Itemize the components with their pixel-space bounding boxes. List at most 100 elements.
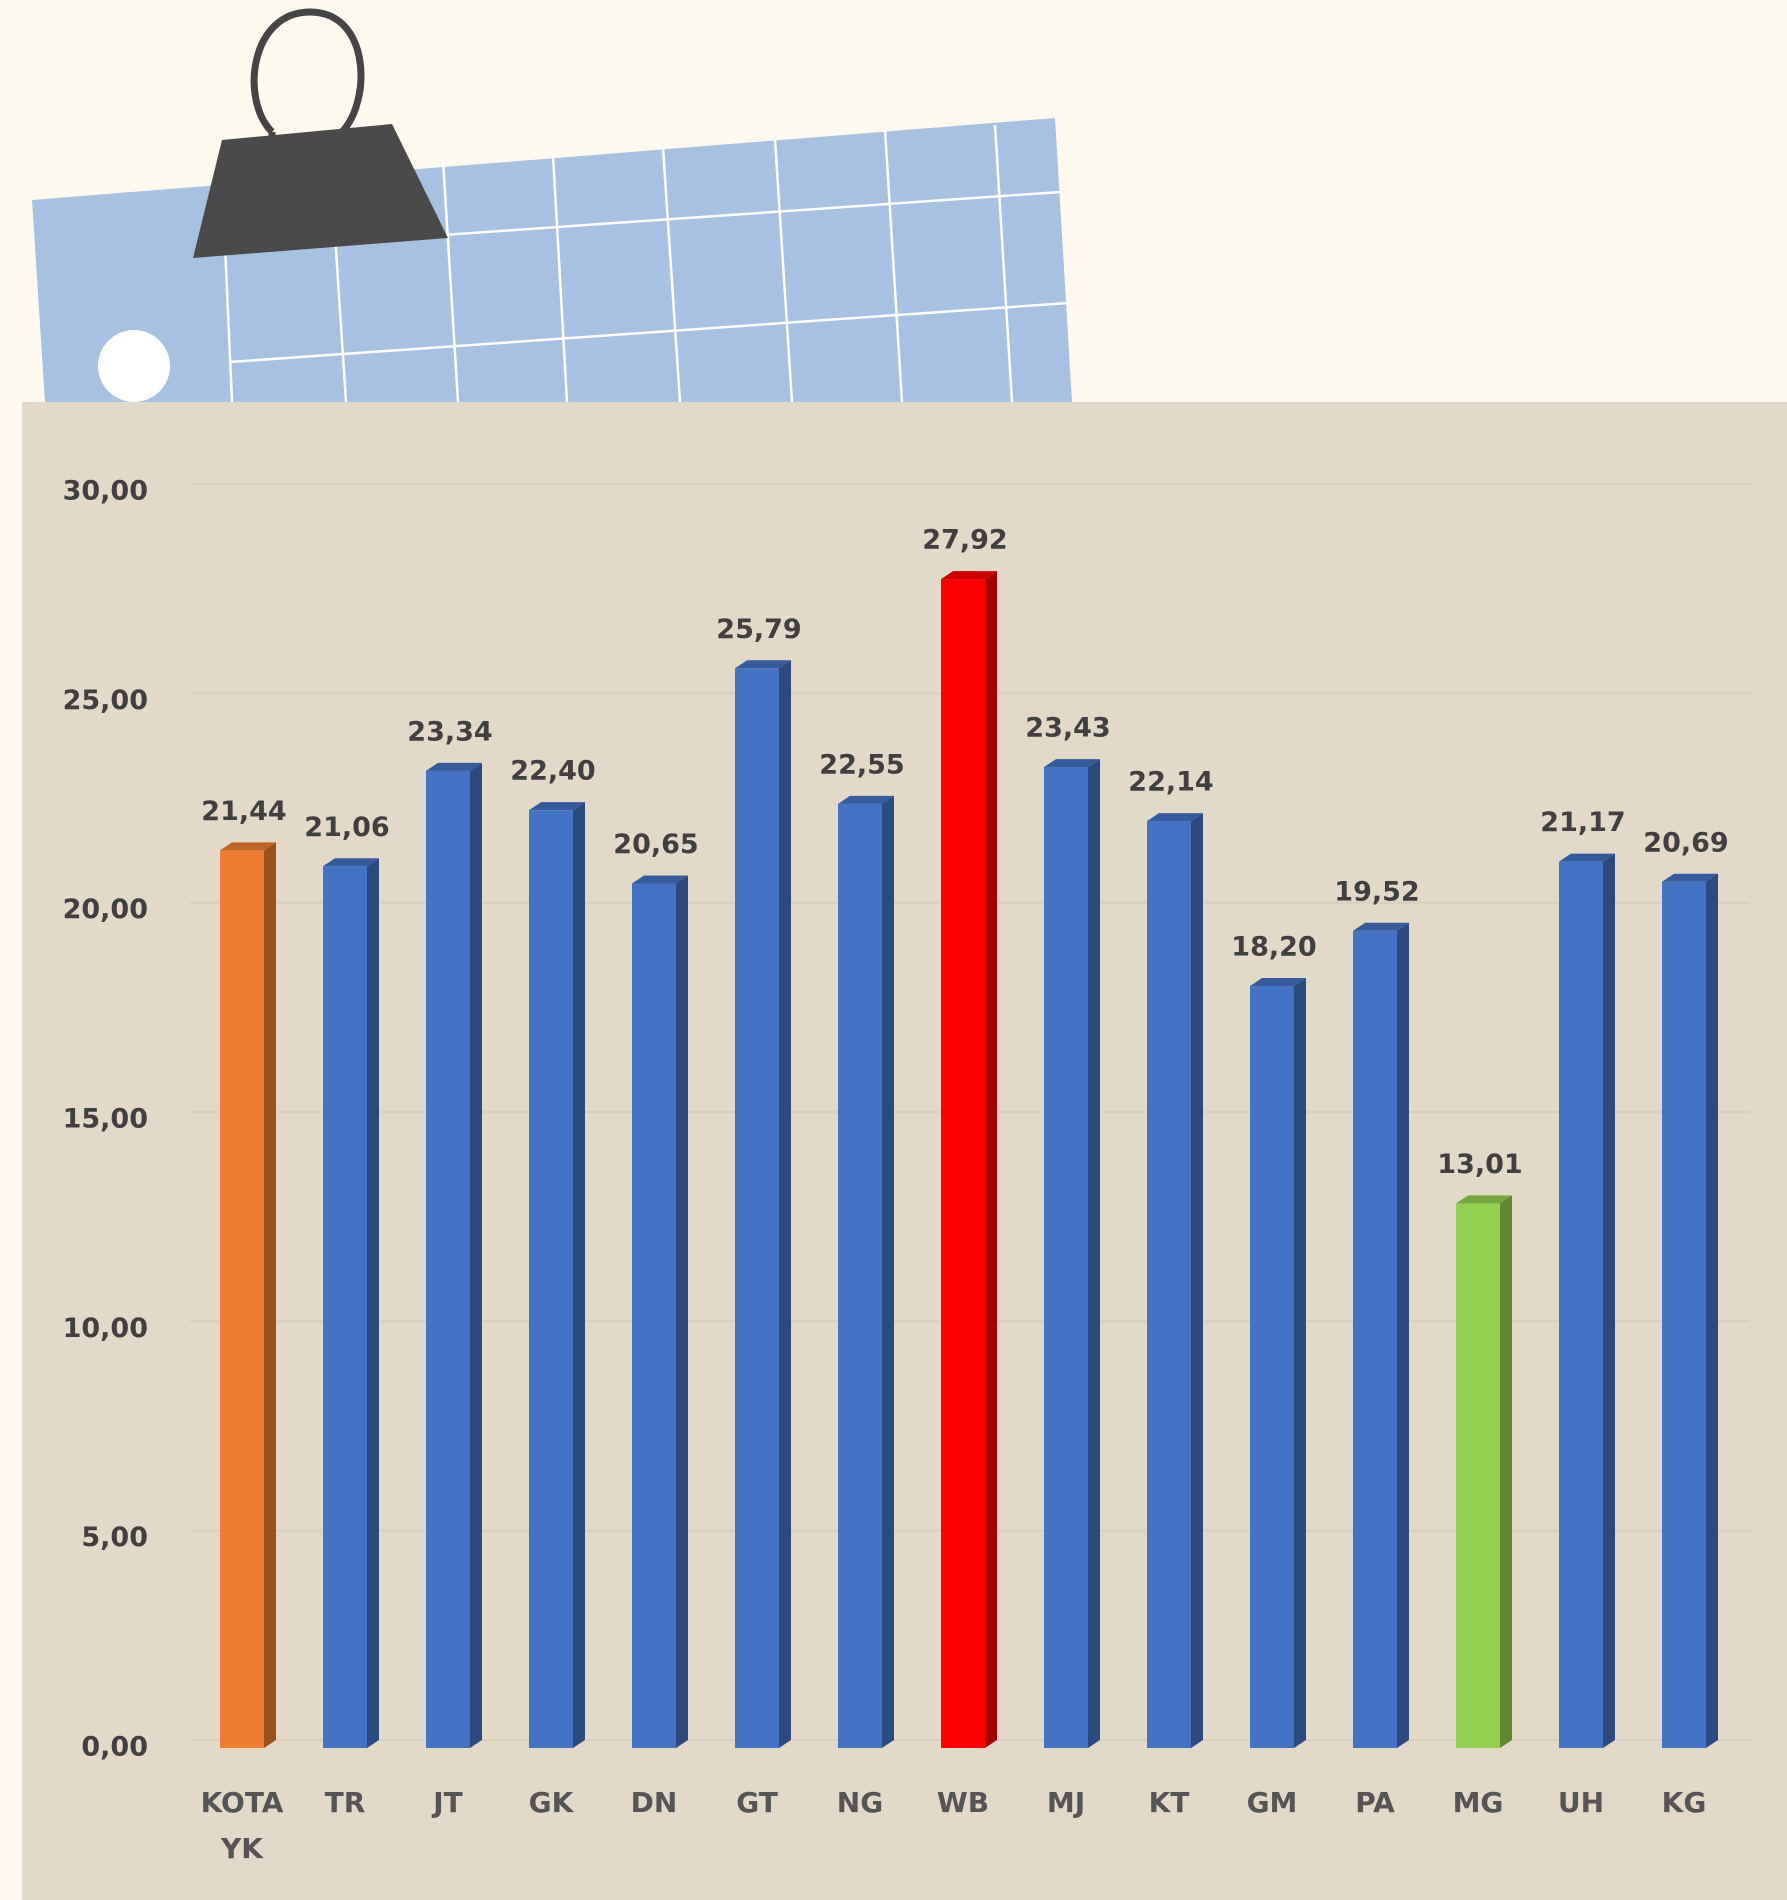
bar bbox=[529, 802, 585, 1748]
bar-side bbox=[1397, 922, 1409, 1748]
value-label: 21,44 bbox=[201, 796, 286, 827]
bar-side bbox=[1500, 1195, 1512, 1748]
bar bbox=[1250, 978, 1306, 1748]
bar bbox=[1147, 813, 1203, 1748]
bar-top bbox=[941, 571, 997, 580]
bar-front bbox=[220, 850, 264, 1748]
x-tick-label: UH bbox=[1557, 1786, 1605, 1819]
bar-top bbox=[838, 795, 894, 804]
bar-front bbox=[735, 668, 779, 1748]
bar-front bbox=[426, 770, 470, 1748]
x-tick-label: GM bbox=[1246, 1786, 1298, 1819]
value-label: 25,79 bbox=[716, 614, 801, 645]
bar-front bbox=[1353, 930, 1397, 1748]
value-label: 22,14 bbox=[1128, 767, 1213, 798]
x-tick-label: KT bbox=[1148, 1786, 1190, 1819]
bar-top bbox=[632, 875, 688, 884]
x-tick-label: TR bbox=[324, 1786, 366, 1819]
bar-top bbox=[323, 858, 379, 867]
bar bbox=[220, 842, 276, 1748]
bar-front bbox=[1456, 1203, 1500, 1748]
value-label: 22,40 bbox=[510, 756, 595, 787]
bar-side bbox=[1603, 853, 1615, 1748]
bar-side bbox=[676, 875, 688, 1748]
y-tick-label: 15,00 bbox=[63, 1104, 148, 1135]
decoration bbox=[32, 8, 1072, 403]
value-label: 22,55 bbox=[819, 749, 904, 780]
bar-side bbox=[1191, 813, 1203, 1748]
bar-top bbox=[1456, 1195, 1512, 1204]
bar-side bbox=[264, 842, 276, 1748]
bar bbox=[1456, 1195, 1512, 1748]
bar bbox=[1559, 853, 1615, 1748]
bar-front bbox=[529, 810, 573, 1748]
y-tick-label: 25,00 bbox=[63, 685, 148, 716]
value-label: 23,43 bbox=[1025, 713, 1110, 744]
bar-top bbox=[1044, 759, 1100, 768]
y-tick-label: 0,00 bbox=[81, 1732, 148, 1763]
bar-front bbox=[941, 579, 985, 1748]
bar-top bbox=[220, 842, 276, 851]
x-tick-label: GT bbox=[736, 1786, 778, 1819]
bar bbox=[941, 571, 997, 1748]
bar-side bbox=[470, 762, 482, 1748]
x-tick-label: MG bbox=[1452, 1786, 1504, 1819]
bar-side bbox=[367, 858, 379, 1748]
value-label: 21,06 bbox=[304, 812, 389, 843]
bar-front bbox=[1662, 881, 1706, 1748]
bar bbox=[1353, 922, 1409, 1748]
bar bbox=[426, 762, 482, 1748]
bar bbox=[632, 875, 688, 1748]
value-label: 19,52 bbox=[1334, 876, 1419, 907]
bar bbox=[1662, 873, 1718, 1748]
bar bbox=[1044, 759, 1100, 1748]
bar-top bbox=[1353, 922, 1409, 931]
bar-top bbox=[1559, 853, 1615, 862]
bar-side bbox=[1088, 759, 1100, 1748]
x-tick-label: KG bbox=[1661, 1786, 1707, 1819]
bar-top bbox=[735, 660, 791, 669]
y-tick-label: 30,00 bbox=[63, 476, 148, 507]
bar bbox=[838, 795, 894, 1748]
y-tick-label: 5,00 bbox=[81, 1522, 148, 1553]
y-tick-label: 20,00 bbox=[63, 894, 148, 925]
x-tick-label: JT bbox=[433, 1786, 463, 1819]
bar-side bbox=[882, 795, 894, 1748]
bar-side bbox=[573, 802, 585, 1748]
value-label: 27,92 bbox=[922, 525, 1007, 556]
value-label: 20,65 bbox=[613, 829, 698, 860]
bar-top bbox=[1662, 873, 1718, 882]
bar-front bbox=[1559, 861, 1603, 1748]
bar-top bbox=[1147, 813, 1203, 822]
value-label: 23,34 bbox=[407, 716, 492, 747]
value-label: 13,01 bbox=[1437, 1149, 1522, 1180]
value-label: 20,69 bbox=[1643, 827, 1728, 858]
x-tick-label: GK bbox=[528, 1786, 574, 1819]
y-tick-label: 10,00 bbox=[63, 1313, 148, 1344]
value-label: 18,20 bbox=[1231, 932, 1316, 963]
bar-front bbox=[1044, 767, 1088, 1748]
bar bbox=[735, 660, 791, 1748]
bar-side bbox=[1294, 978, 1306, 1748]
bar-top bbox=[426, 762, 482, 771]
bar-side bbox=[779, 660, 791, 1748]
bar-front bbox=[838, 803, 882, 1748]
bar-front bbox=[1147, 821, 1191, 1748]
bar-side bbox=[1706, 873, 1718, 1748]
x-tick-label: WB bbox=[936, 1786, 990, 1819]
value-label: 21,17 bbox=[1540, 807, 1625, 838]
bar-front bbox=[323, 866, 367, 1748]
x-tick-label: NG bbox=[836, 1786, 884, 1819]
x-tick-label: KOTA YK bbox=[200, 1786, 284, 1865]
bar-front bbox=[1250, 986, 1294, 1748]
x-tick-label: DN bbox=[630, 1786, 678, 1819]
bar-front bbox=[632, 883, 676, 1748]
x-tick-label: MJ bbox=[1046, 1786, 1086, 1819]
bar-top bbox=[1250, 978, 1306, 987]
bar bbox=[323, 858, 379, 1748]
bar-top bbox=[529, 802, 585, 811]
x-tick-label: PA bbox=[1355, 1786, 1395, 1819]
bar-side bbox=[985, 571, 997, 1748]
